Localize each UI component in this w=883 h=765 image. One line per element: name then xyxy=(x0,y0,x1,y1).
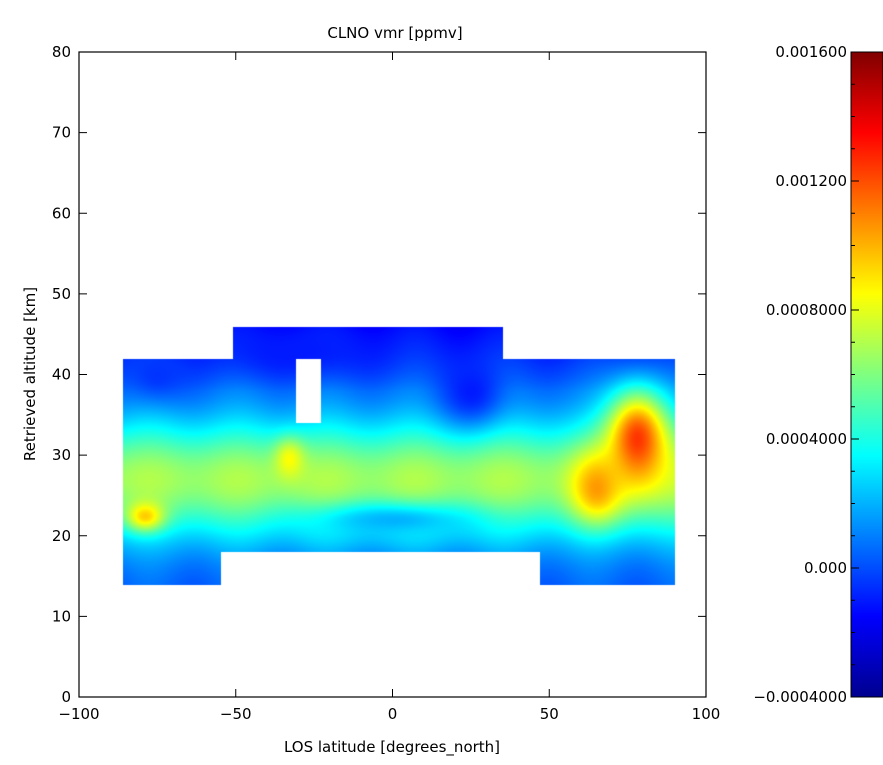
colorbar-tick-label: 0.0008000 xyxy=(766,301,847,319)
colorbar-gradient xyxy=(850,51,883,698)
colorbar-ticks: −0.0004000 0.000 0.0004000 0.0008000 0.00120… xyxy=(753,43,859,706)
y-tick-label: 50 xyxy=(52,285,71,303)
x-tick-label: 0 xyxy=(388,705,398,723)
y-tick-label: 40 xyxy=(52,366,71,384)
y-tick-label: 70 xyxy=(52,124,71,142)
y-tick-label: 30 xyxy=(52,446,71,464)
heatmap-image xyxy=(79,52,706,697)
colorbar-tick-label: 0.0004000 xyxy=(766,430,847,448)
x-axis-title: LOS latitude [degrees_north] xyxy=(284,738,500,757)
x-axis: −100 −50 0 50 100 xyxy=(58,52,720,723)
x-tick-label: 100 xyxy=(692,705,721,723)
y-tick-label: 80 xyxy=(52,43,71,61)
y-tick-label: 10 xyxy=(52,607,71,625)
y-tick-label: 0 xyxy=(61,688,71,706)
colorbar-tick-label: 0.001200 xyxy=(775,172,847,190)
colorbar-tick-label: 0.001600 xyxy=(775,43,847,61)
x-tick-label: −100 xyxy=(58,705,99,723)
chart-title: CLNO vmr [ppmv] xyxy=(327,24,462,42)
colorbar-tick-label: −0.0004000 xyxy=(753,688,847,706)
x-tick-label: −50 xyxy=(220,705,252,723)
plot-area: −100 −50 0 50 100 0 10 20 30 40 50 60 70 80 xyxy=(52,43,720,723)
x-tick-label: 50 xyxy=(540,705,559,723)
y-tick-label: 60 xyxy=(52,204,71,222)
y-axis: 0 10 20 30 40 50 60 70 80 xyxy=(52,43,706,706)
colorbar: −0.0004000 0.000 0.0004000 0.0008000 0.00120… xyxy=(753,43,883,706)
y-axis-title: Retrieved altitude [km] xyxy=(21,287,39,461)
y-tick-label: 20 xyxy=(52,527,71,545)
colorbar-tick-label: 0.000 xyxy=(804,559,847,577)
